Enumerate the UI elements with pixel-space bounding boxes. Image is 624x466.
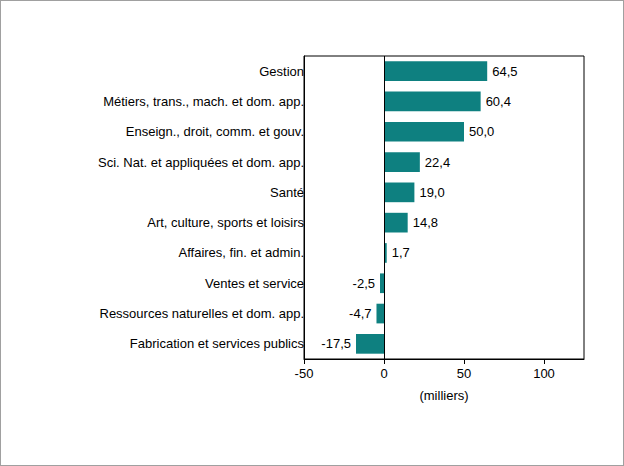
svg-text:Ressources naturelles et dom.: Ressources naturelles et dom. app. [100,306,305,321]
svg-text:50,0: 50,0 [469,124,494,139]
svg-text:(milliers): (milliers) [419,388,468,403]
svg-text:0: 0 [380,366,387,381]
svg-text:14,8: 14,8 [413,215,438,230]
svg-text:Ventes et service: Ventes et service [205,276,304,291]
svg-text:60,4: 60,4 [486,94,511,109]
svg-text:1,7: 1,7 [392,245,410,260]
svg-text:-4,7: -4,7 [349,306,371,321]
svg-text:22,4: 22,4 [425,155,450,170]
svg-text:19,0: 19,0 [419,185,444,200]
svg-text:-2,5: -2,5 [353,276,375,291]
svg-text:Gestion: Gestion [259,64,304,79]
svg-text:Fabrication et services public: Fabrication et services publics [130,336,305,351]
svg-text:Affaires, fin. et admin.: Affaires, fin. et admin. [179,245,305,260]
svg-text:-17,5: -17,5 [321,336,351,351]
svg-text:64,5: 64,5 [492,64,517,79]
svg-text:100: 100 [533,366,555,381]
svg-text:50: 50 [457,366,471,381]
svg-text:Sci. Nat. et appliquées et dom: Sci. Nat. et appliquées et dom. app. [98,155,304,170]
svg-text:Métiers, trans., mach. et dom.: Métiers, trans., mach. et dom. app. [103,94,304,109]
svg-text:Art, culture, sports et loisir: Art, culture, sports et loisirs [147,215,304,230]
svg-text:-50: -50 [295,366,314,381]
svg-text:Enseign., droit, comm. et gouv: Enseign., droit, comm. et gouv. [126,124,304,139]
svg-text:Santé: Santé [270,185,304,200]
